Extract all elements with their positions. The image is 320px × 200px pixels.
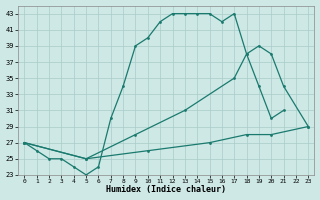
X-axis label: Humidex (Indice chaleur): Humidex (Indice chaleur) [106, 185, 226, 194]
